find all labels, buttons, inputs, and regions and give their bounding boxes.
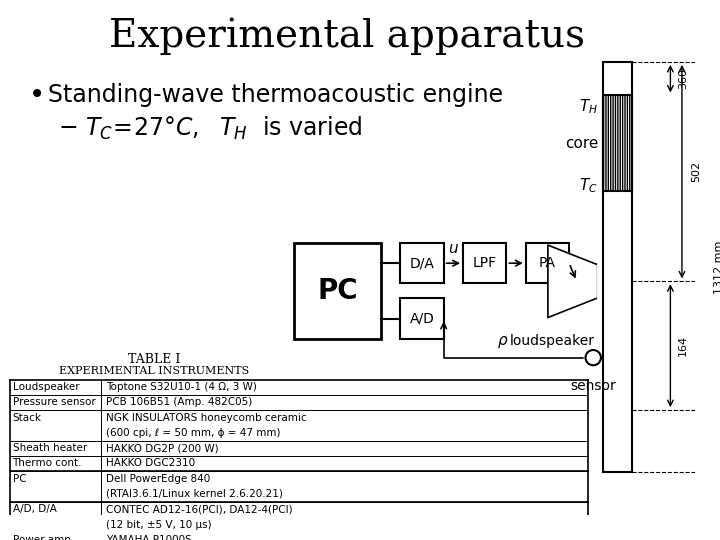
Text: 1312 mm: 1312 mm	[714, 240, 720, 294]
Text: HAKKO DG2P (200 W): HAKKO DG2P (200 W)	[106, 443, 219, 453]
Text: (12 bit, ±5 V, 10 μs): (12 bit, ±5 V, 10 μs)	[106, 519, 212, 530]
Bar	[577, 264, 596, 299]
Text: LPF: LPF	[472, 256, 497, 270]
Text: PCB 106B51 (Amp. 482C05): PCB 106B51 (Amp. 482C05)	[106, 397, 252, 408]
Text: Toptone S32U10-1 (4 Ω, 3 W): Toptone S32U10-1 (4 Ω, 3 W)	[106, 382, 257, 392]
Text: loudspeaker: loudspeaker	[510, 334, 595, 348]
Text: PA: PA	[539, 256, 556, 270]
Text: NGK INSULATORS honeycomb ceramic: NGK INSULATORS honeycomb ceramic	[106, 413, 307, 423]
Text: (600 cpi, ℓ = 50 mm, ϕ = 47 mm): (600 cpi, ℓ = 50 mm, ϕ = 47 mm)	[106, 428, 281, 438]
Text: Loudspeaker: Loudspeaker	[12, 382, 79, 392]
Text: HAKKO DGC2310: HAKKO DGC2310	[106, 458, 195, 469]
Bar	[526, 243, 569, 284]
Text: sensor: sensor	[570, 379, 616, 393]
Text: Power amp.: Power amp.	[12, 535, 73, 540]
Text: TABLE I: TABLE I	[128, 353, 181, 366]
Text: PC: PC	[12, 474, 26, 484]
Text: EXPERIMENTAL INSTRUMENTS: EXPERIMENTAL INSTRUMENTS	[59, 366, 249, 376]
Text: A/D, D/A: A/D, D/A	[12, 504, 56, 514]
Text: (RTAI3.6.1/Linux kernel 2.6.20.21): (RTAI3.6.1/Linux kernel 2.6.20.21)	[106, 489, 283, 499]
Bar	[463, 243, 506, 284]
Text: $-\ T_C\!=\!27°C,\ \ T_H\ $ is varied: $-\ T_C\!=\!27°C,\ \ T_H\ $ is varied	[58, 115, 362, 143]
Text: $u$: $u$	[448, 241, 459, 255]
Text: A/D: A/D	[410, 312, 434, 326]
Bar	[603, 62, 632, 472]
Text: 164: 164	[678, 335, 688, 356]
Text: D/A: D/A	[410, 256, 434, 270]
Text: •: •	[29, 82, 45, 110]
Text: PC: PC	[318, 277, 358, 305]
Text: YAMAHA P1000S: YAMAHA P1000S	[106, 535, 192, 540]
Text: CONTEC AD12-16(PCI), DA12-4(PCI): CONTEC AD12-16(PCI), DA12-4(PCI)	[106, 504, 293, 514]
Text: 502: 502	[692, 161, 701, 182]
Bar	[294, 243, 381, 339]
Text: Stack: Stack	[12, 413, 42, 423]
Polygon shape	[548, 245, 596, 318]
Text: Standing-wave thermoacoustic engine: Standing-wave thermoacoustic engine	[48, 83, 503, 107]
Text: Sheath heater: Sheath heater	[12, 443, 87, 453]
Text: $\rho$: $\rho$	[498, 334, 509, 350]
Bar	[400, 243, 444, 284]
Text: Experimental apparatus: Experimental apparatus	[109, 17, 585, 55]
Text: Pressure sensor: Pressure sensor	[12, 397, 95, 408]
Bar	[603, 96, 632, 191]
Text: Dell PowerEdge 840: Dell PowerEdge 840	[106, 474, 210, 484]
Bar	[400, 299, 444, 339]
Text: core: core	[564, 136, 598, 151]
Text: Thermo cont.: Thermo cont.	[12, 458, 82, 469]
Text: $T_H$: $T_H$	[579, 97, 598, 116]
Text: $T_C$: $T_C$	[580, 177, 598, 195]
Text: 360: 360	[678, 68, 688, 89]
